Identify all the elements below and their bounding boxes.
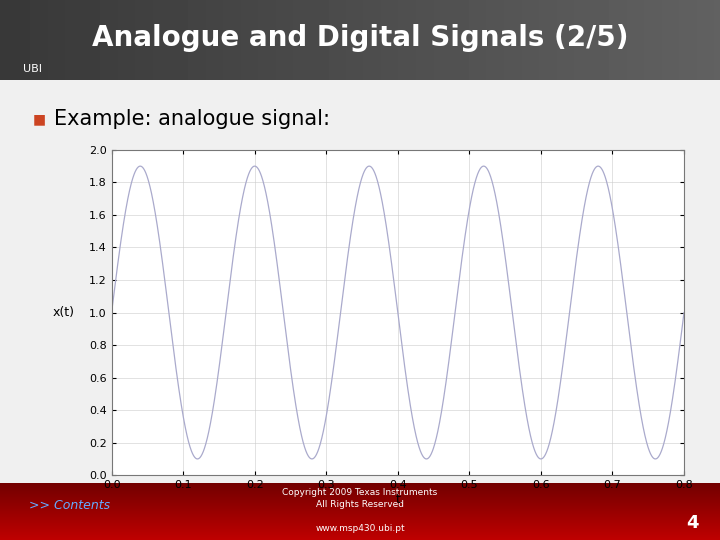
Y-axis label: x(t): x(t) <box>53 306 75 319</box>
Text: Copyright 2009 Texas Instruments
All Rights Reserved

www.msp430.ubi.pt: Copyright 2009 Texas Instruments All Rig… <box>282 488 438 533</box>
Text: >> Contents: >> Contents <box>29 500 110 512</box>
Text: 4: 4 <box>686 514 698 532</box>
X-axis label: t: t <box>395 493 400 506</box>
Text: ■: ■ <box>33 112 46 126</box>
Text: UBI: UBI <box>23 64 42 75</box>
Text: Example: analogue signal:: Example: analogue signal: <box>54 109 330 129</box>
Text: Analogue and Digital Signals (2/5): Analogue and Digital Signals (2/5) <box>91 24 629 52</box>
